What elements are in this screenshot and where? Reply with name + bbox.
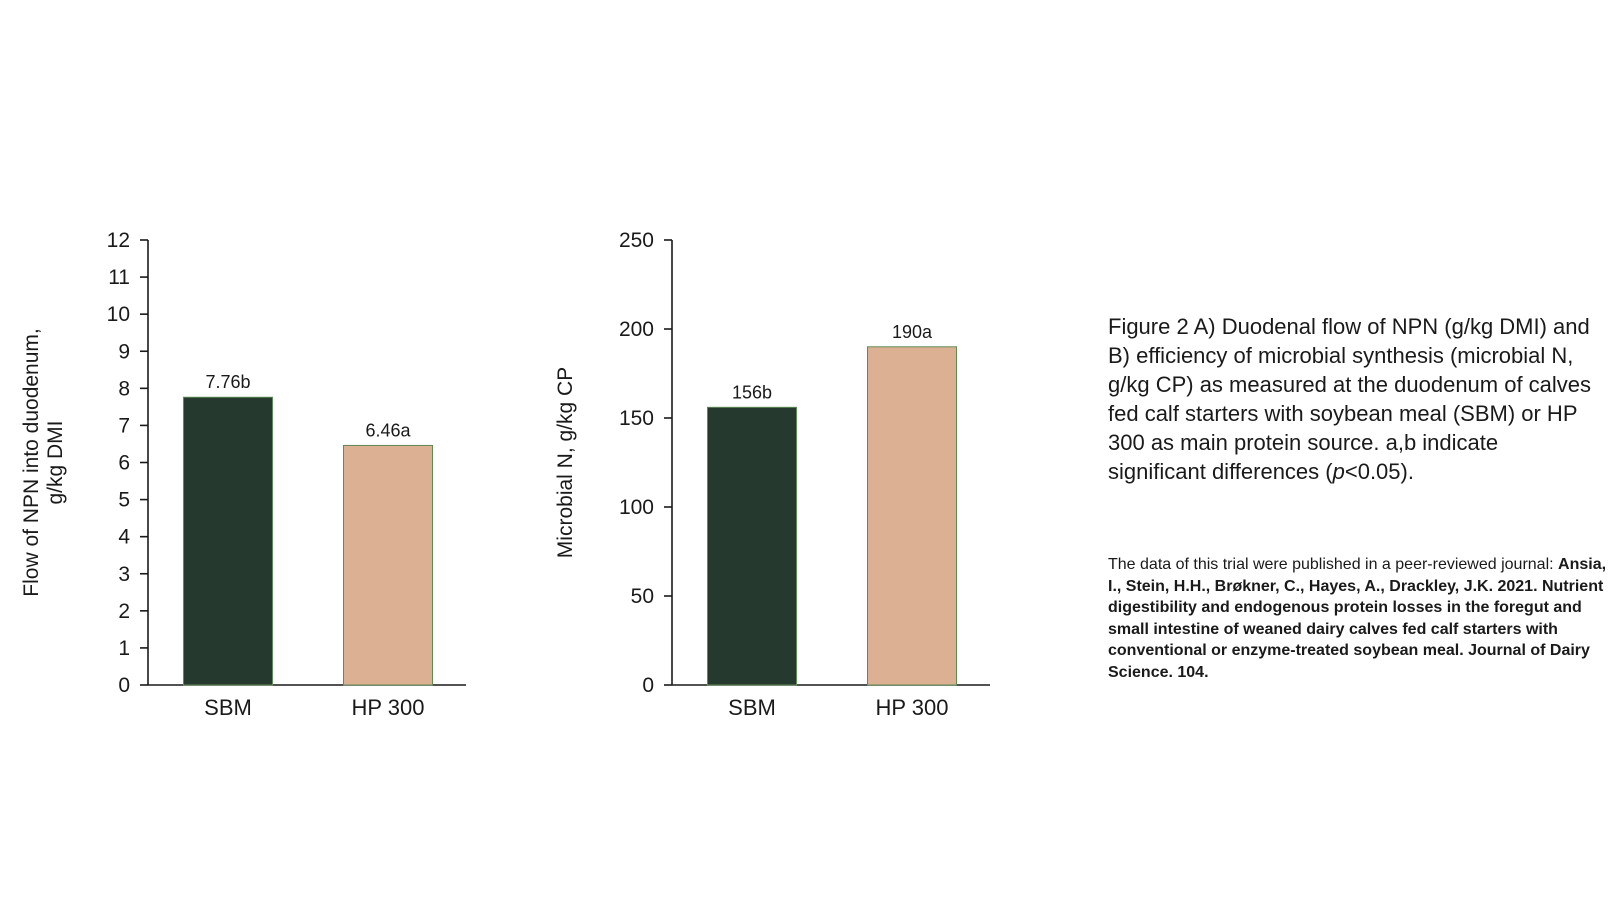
y-tick-label: 5 — [118, 489, 130, 512]
x-category-label: SBM — [204, 695, 252, 720]
y-axis-title: Microbial N, g/kg CP — [554, 367, 577, 558]
y-tick-label: 10 — [107, 303, 130, 326]
bar-hp-300 — [867, 346, 957, 686]
citation-reference: Ansia, I., Stein, H.H., Brøkner, C., Hay… — [1108, 556, 1607, 681]
caption-end: <0.05). — [1344, 459, 1414, 484]
y-tick-label: 250 — [619, 229, 654, 252]
citation-note: The data of this trial were published in… — [1108, 554, 1608, 683]
data-label: 190a — [892, 322, 933, 342]
chart-b-microbial-n: 0 50 100 150 200 250 Microbial N, g/kg CP 156b S… — [554, 229, 990, 720]
y-tick-label: 50 — [631, 585, 654, 608]
x-category-label: HP 300 — [876, 695, 949, 720]
caption-p-italic: p — [1332, 459, 1345, 484]
y-tick-label: 2 — [118, 600, 130, 623]
y-tick-label: 7 — [118, 414, 130, 437]
data-label: 156b — [732, 382, 772, 402]
data-label: 6.46a — [365, 420, 411, 440]
bar-hp-300 — [343, 444, 433, 686]
y-tick-label: 0 — [118, 674, 130, 697]
y-tick-label: 9 — [118, 340, 130, 363]
y-tick-label: 12 — [107, 229, 130, 252]
x-category-label: HP 300 — [352, 695, 425, 720]
caption-main: Figure 2 A) Duodenal flow of NPN (g/kg D… — [1108, 314, 1592, 484]
y-tick-label: 150 — [619, 407, 654, 430]
bar-sbm — [183, 396, 273, 686]
y-tick-label: 8 — [118, 377, 130, 400]
y-tick-label: 4 — [118, 526, 130, 549]
y-tick-label: 200 — [619, 318, 654, 341]
data-label: 7.76b — [205, 372, 250, 392]
y-tick-label: 0 — [642, 674, 654, 697]
y-tick-label: 6 — [118, 452, 130, 475]
y-tick-label: 11 — [108, 266, 130, 289]
citation-intro: The data of this trial were published in… — [1108, 556, 1559, 573]
y-tick-label: 100 — [619, 496, 654, 519]
x-category-label: SBM — [728, 695, 776, 720]
y-tick-label: 3 — [118, 563, 130, 586]
figure-caption: Figure 2 A) Duodenal flow of NPN (g/kg D… — [1108, 312, 1598, 486]
y-axis-title: g/kg DMI — [44, 420, 67, 504]
y-tick-label: 1 — [118, 637, 130, 660]
y-axis-title: Flow of NPN into duodenum, — [20, 328, 43, 596]
bar-sbm — [707, 406, 797, 686]
